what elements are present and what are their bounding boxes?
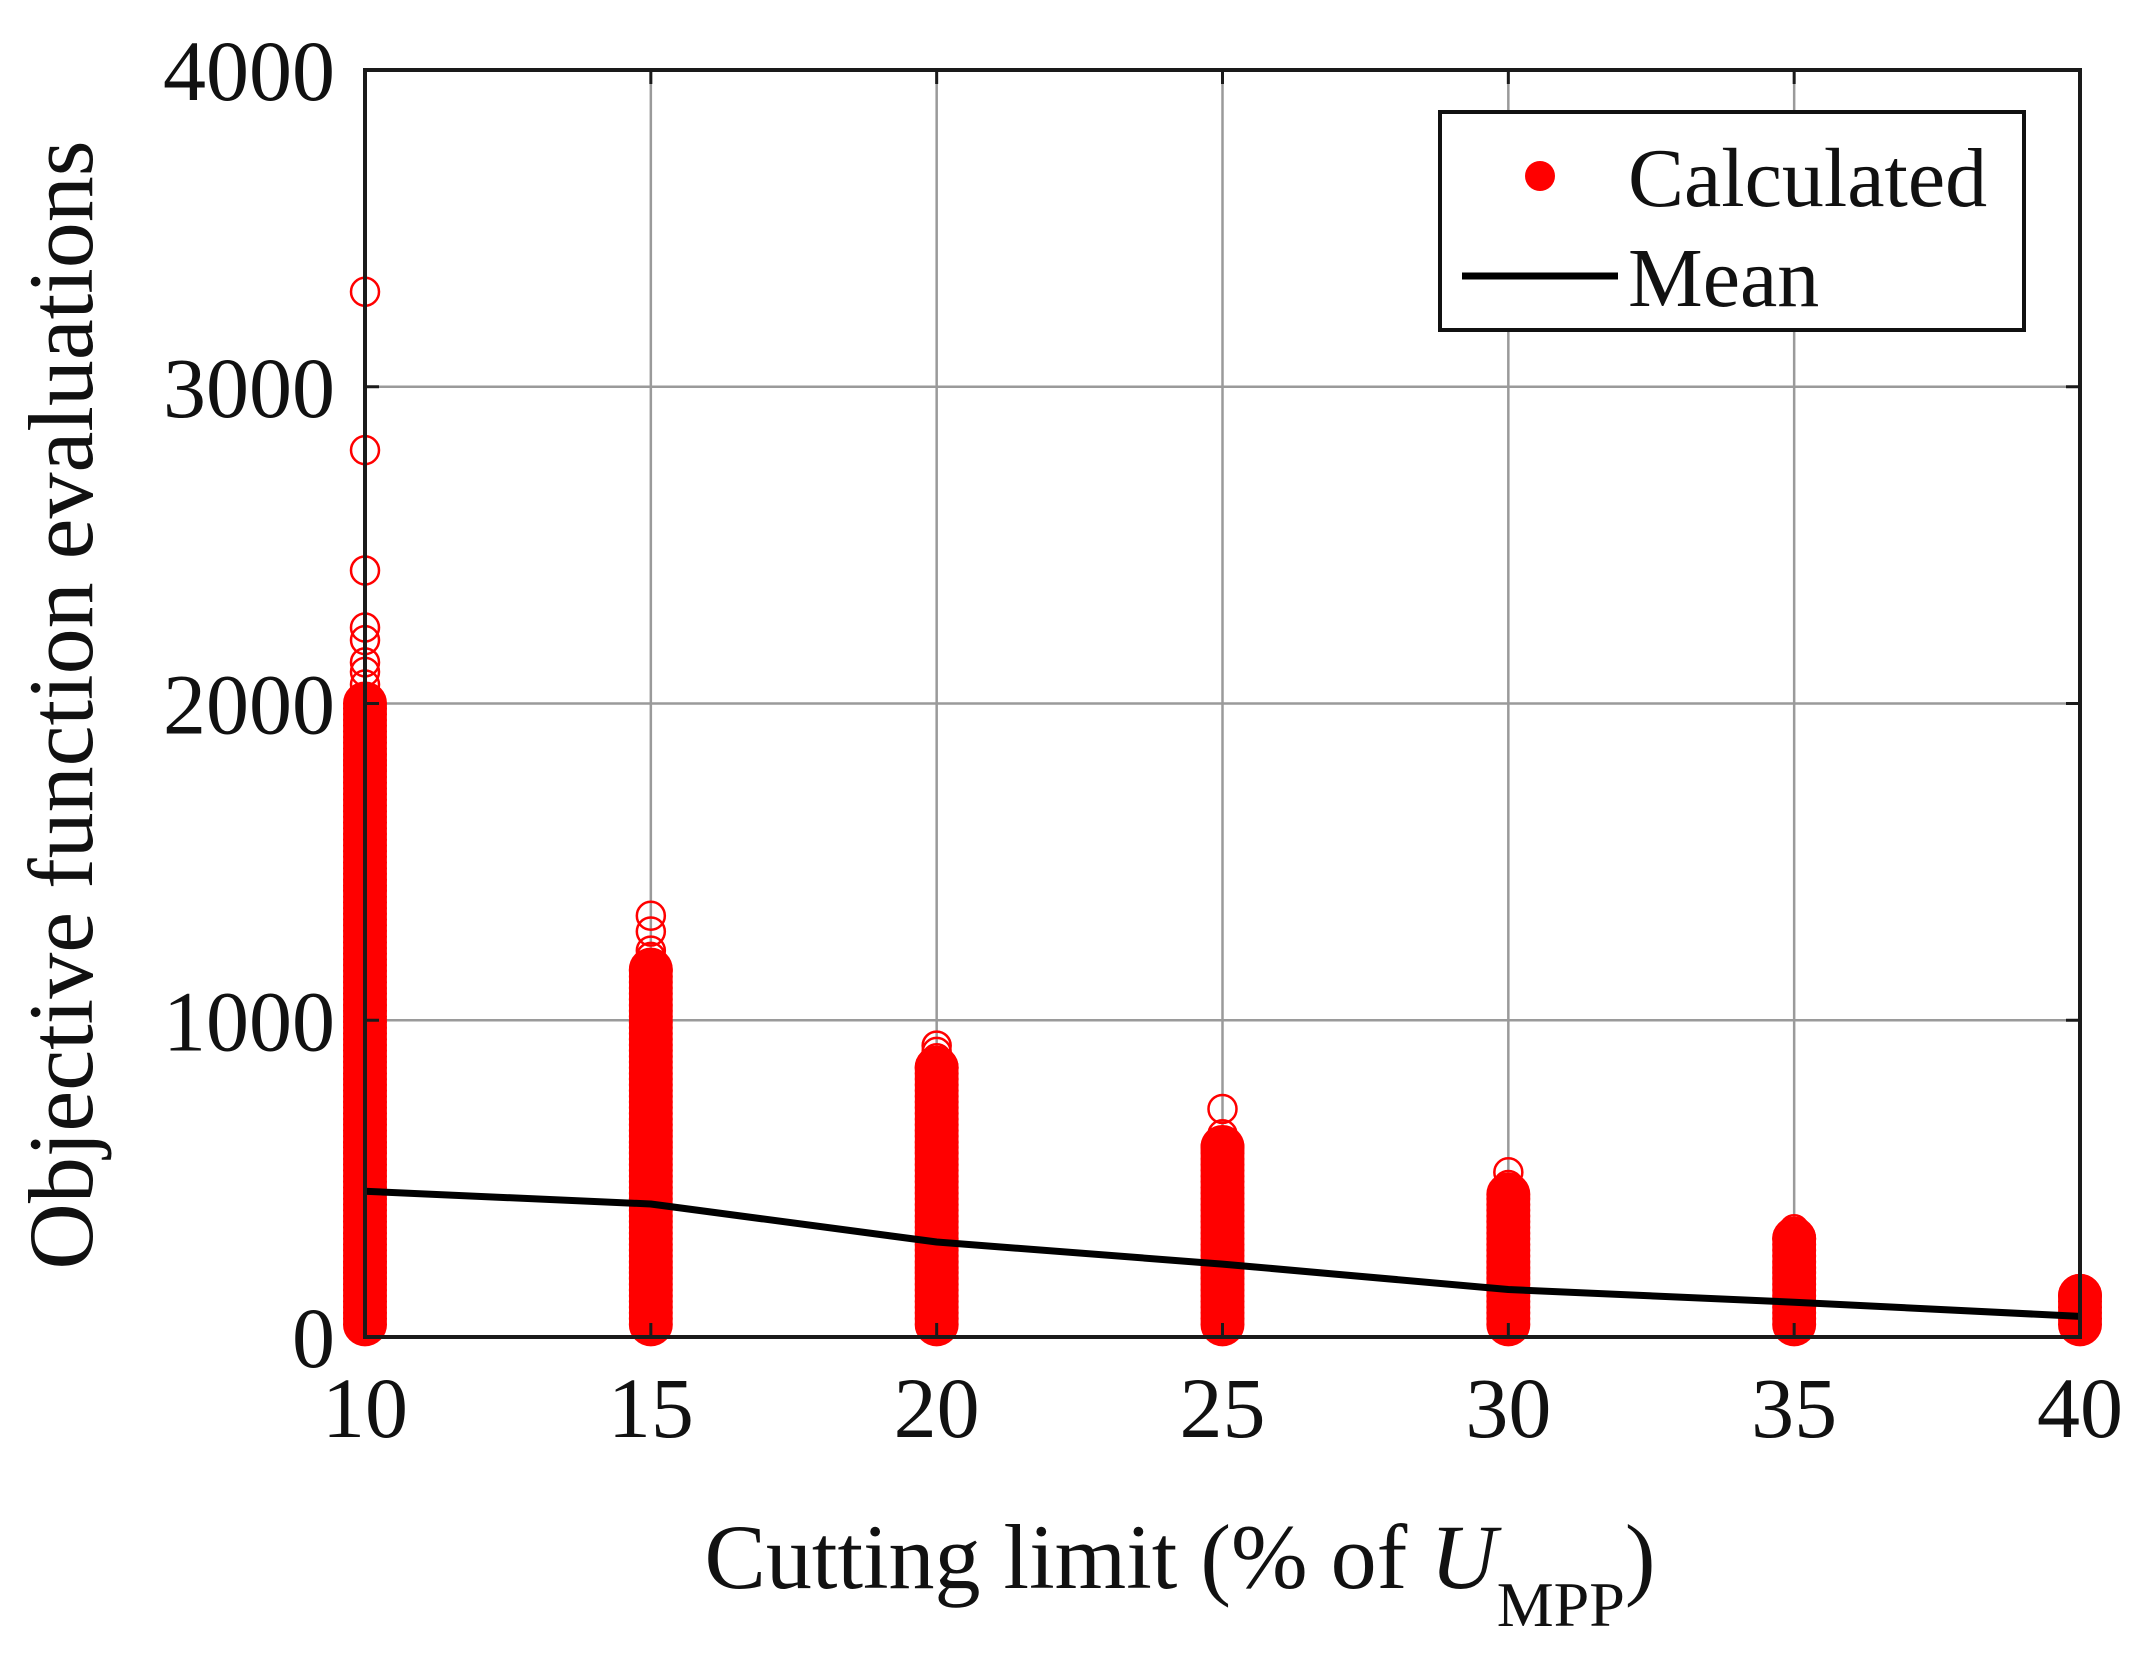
calculated-point [1772, 1216, 1817, 1261]
x-axis-label-suffix: ) [1625, 1506, 1656, 1608]
x-tick-label: 35 [1751, 1360, 1837, 1456]
y-tick-label: 4000 [163, 23, 335, 119]
y-tick-label: 2000 [163, 657, 335, 753]
y-tick-label: 1000 [163, 973, 335, 1069]
legend: Calculated Mean [1438, 110, 2026, 332]
x-axis-label-prefix: Cutting limit (% of [705, 1506, 1431, 1608]
y-tick-label: 3000 [163, 340, 335, 436]
y-axis-label: Objective function evaluations [10, 140, 112, 1269]
x-axis-label: Cutting limit (% of UMPP) [705, 1506, 1656, 1640]
calculated-group-x35 [1772, 1214, 1817, 1347]
calculated-point-outlier [635, 935, 667, 966]
x-tick-label: 25 [1180, 1360, 1266, 1456]
calculated-point-outlier [635, 941, 667, 973]
calculated-point [628, 947, 673, 992]
mean-line [364, 1187, 2081, 1320]
calculated-group-x15 [628, 900, 673, 1347]
calculated-point-outlier [1493, 1169, 1524, 1201]
legend-box [1438, 110, 2026, 332]
calculated-point-outlier [1207, 1093, 1238, 1125]
tick-layer: 10 15 20 25 30 35 40 0 1000 2000 3000 4000 [163, 23, 2123, 1456]
calculated-point-outlier [921, 1036, 952, 1068]
calculated-group-x25 [1200, 1093, 1245, 1347]
x-axis-label-variable: U [1430, 1506, 1502, 1608]
calculated-point [914, 1045, 959, 1090]
calculated-point [1200, 1124, 1245, 1169]
x-axis-label-subscript: MPP [1497, 1569, 1625, 1640]
calculated-point-outlier [1493, 1157, 1524, 1188]
calculated-point-outlier [635, 900, 667, 931]
calculated-point-outlier [635, 916, 667, 947]
x-tick-label: 10 [322, 1360, 408, 1456]
legend-label-calculated: Calculated [1628, 132, 1987, 225]
calculated-group-x20 [914, 1030, 959, 1347]
y-tick-label: 0 [292, 1290, 335, 1386]
calculated-point-outlier [921, 1043, 952, 1074]
x-tick-label: 40 [2037, 1360, 2123, 1456]
calculated-point-outlier [921, 1030, 952, 1061]
legend-marker-calculated [1525, 161, 1555, 191]
calculated-point-outlier [1778, 1214, 1810, 1245]
calculated-group-x30 [1486, 1157, 1531, 1347]
x-tick-label: 20 [894, 1360, 980, 1456]
x-tick-label: 15 [608, 1360, 694, 1456]
legend-label-mean: Mean [1628, 232, 1819, 325]
calculated-point-outlier [1207, 1119, 1238, 1150]
calculated-point [1486, 1172, 1531, 1217]
x-tick-label: 30 [1465, 1360, 1551, 1456]
